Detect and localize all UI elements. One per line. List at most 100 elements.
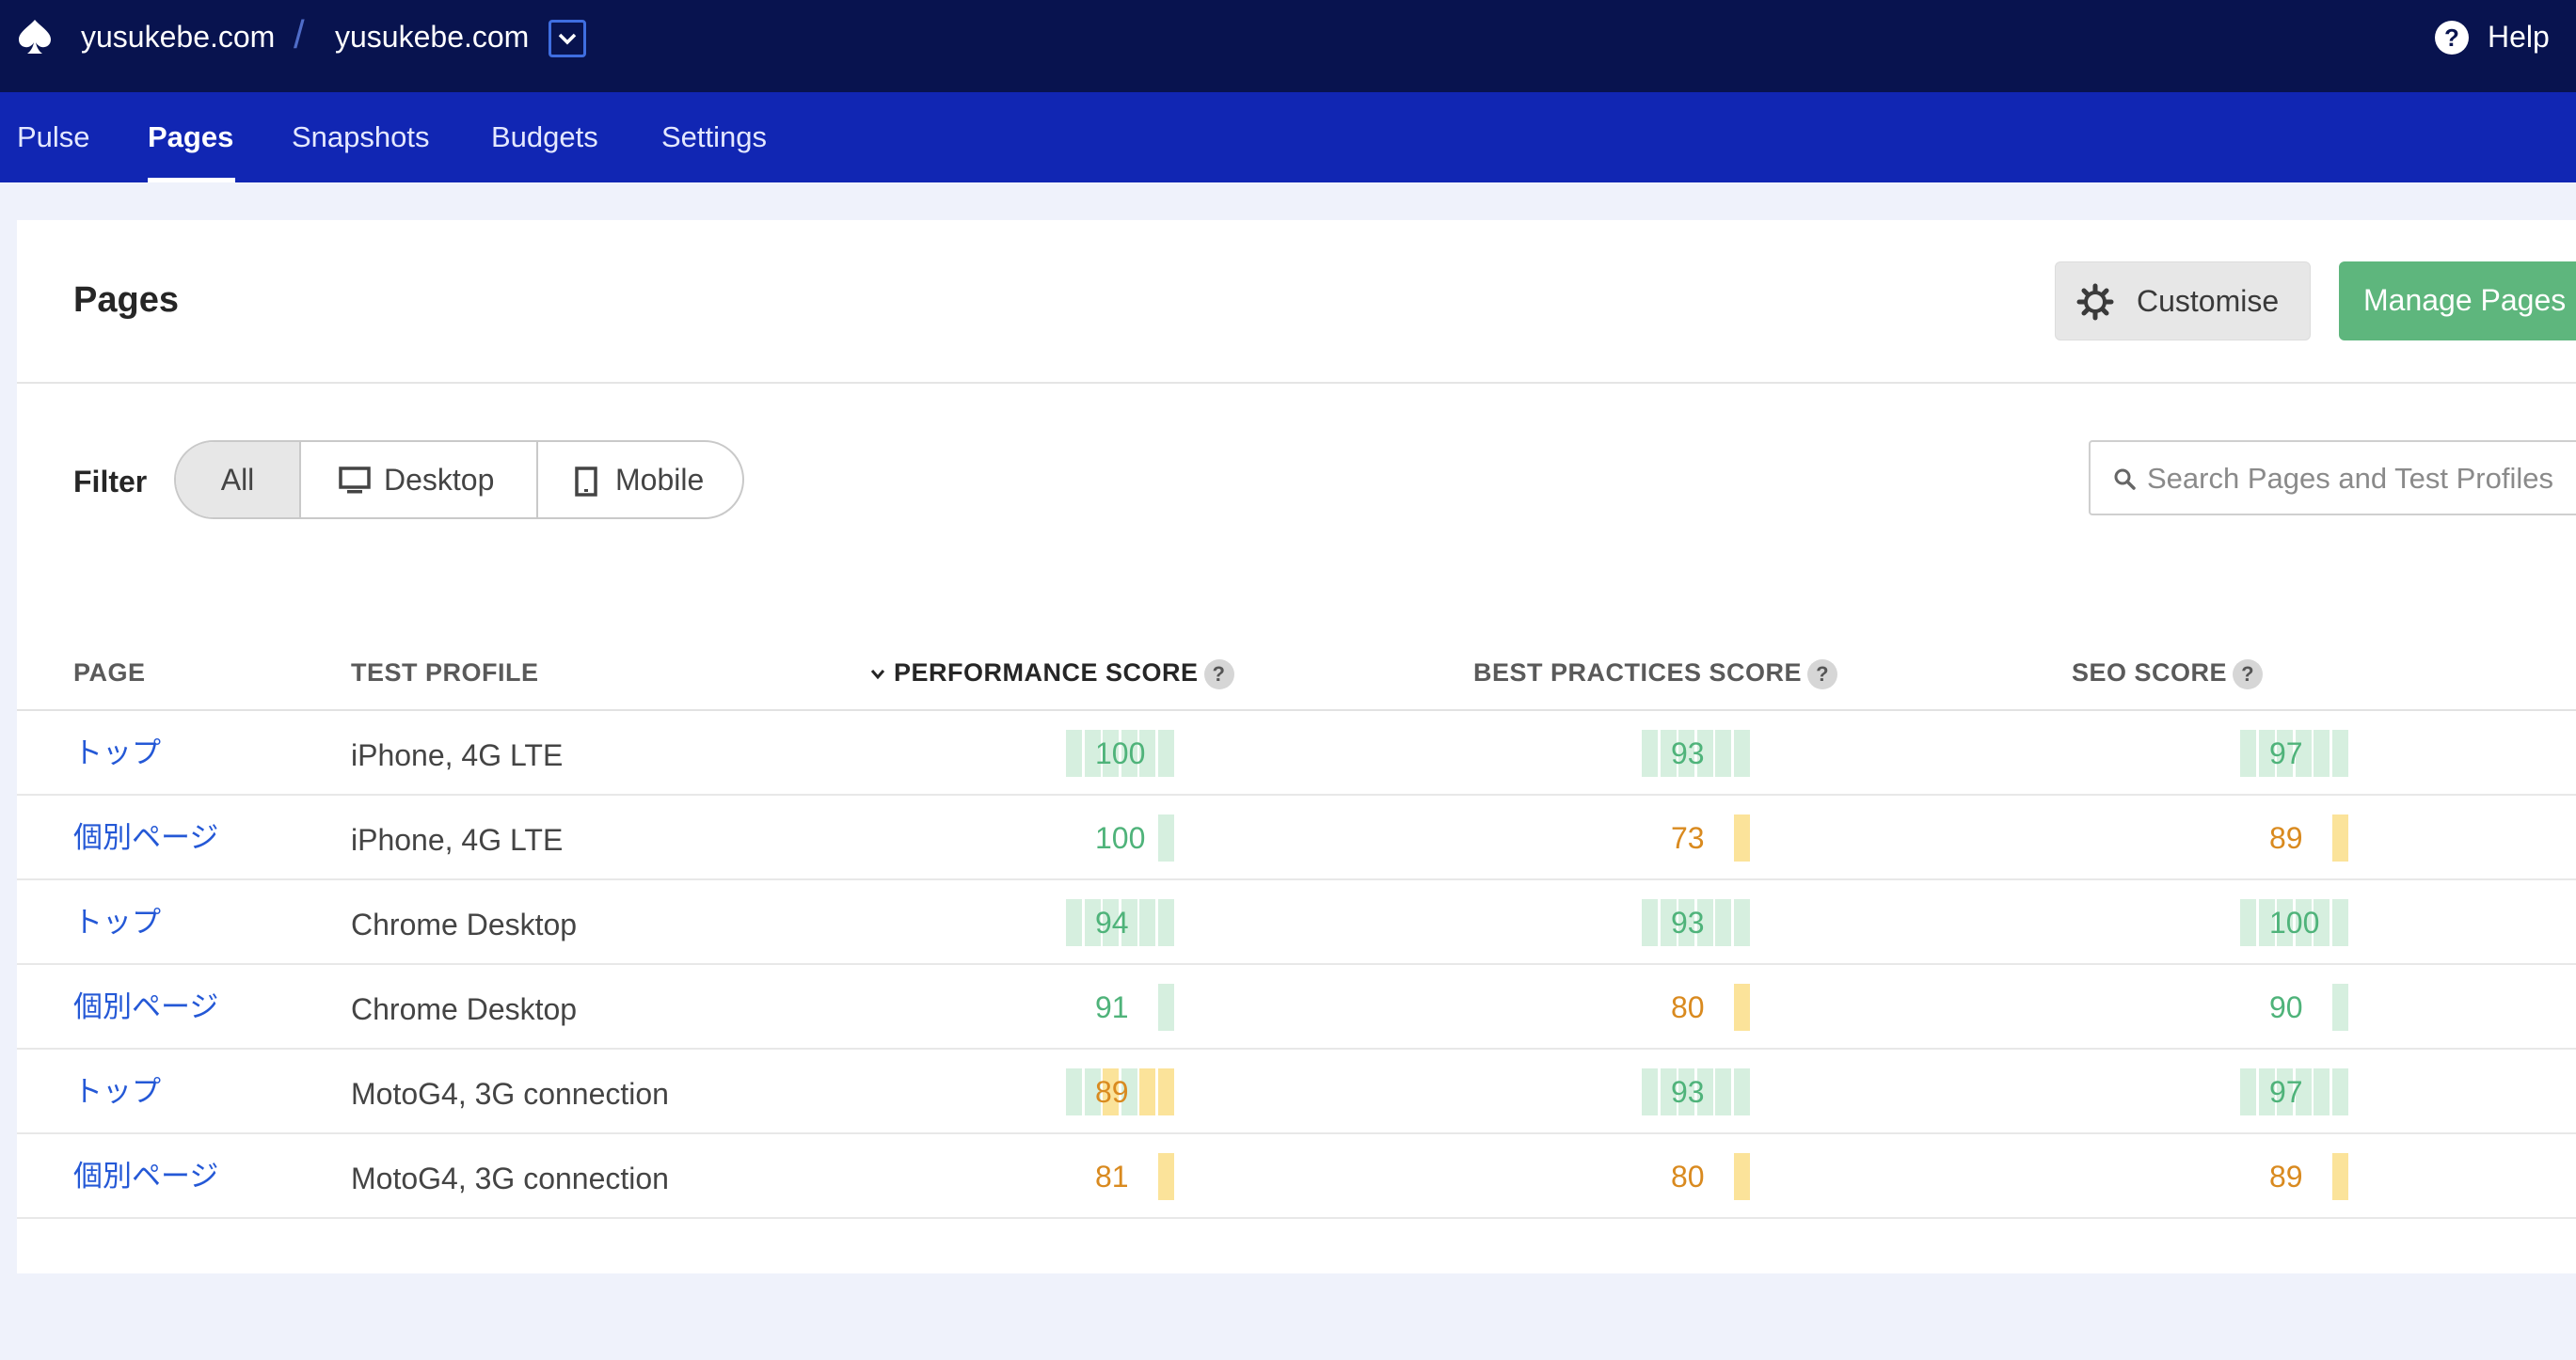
filter-label: Filter [73,465,148,498]
table-row[interactable]: 個別ページ iPhone, 4G LTE 100 73 89 [17,796,2576,880]
page-link[interactable]: 個別ページ [73,1160,219,1193]
score-history-bars [1642,899,1752,946]
score-history-bar [1660,730,1677,777]
filter-mobile[interactable]: Mobile [538,442,742,517]
score-history-bar [1066,1068,1082,1115]
score-history-bar [1103,1068,1119,1115]
score-history-bar [1121,730,1137,777]
best-practices-score-cell[interactable]: 93 [1545,899,1752,946]
col-header-best-practices[interactable]: BEST PRACTICES SCORE? [1473,656,1838,689]
spade-logo-icon[interactable] [15,17,55,56]
table-row[interactable]: 個別ページ MotoG4, 3G connection 81 80 89 [17,1134,2576,1219]
nav-pages[interactable]: Pages [148,120,234,153]
score-history-bars [1067,814,1176,862]
page-link[interactable]: トップ [73,906,161,939]
performance-score-cell[interactable]: 100 [969,814,1176,862]
seo-score-cell[interactable]: 90 [2143,984,2350,1031]
breadcrumb-site[interactable]: yusukebe.com [335,20,530,54]
score-value: 100 [1095,736,1146,770]
filter-all-label: All [220,463,255,497]
score-history-bar [2331,984,2348,1031]
score-history-bars [1067,1153,1176,1200]
site-dropdown-button[interactable] [549,20,586,57]
main-nav: Pulse Pages Snapshots Budgets Settings [0,92,2576,182]
page-link[interactable]: トップ [73,736,161,769]
table-row[interactable]: トップ Chrome Desktop 94 93 100 [17,880,2576,965]
score-history-bar [1157,984,1174,1031]
customise-button[interactable]: Customise [2055,261,2311,340]
performance-score-cell[interactable]: 100 [969,730,1176,777]
score-history-bar [2331,899,2348,946]
best-practices-score-cell[interactable]: 80 [1545,1153,1752,1200]
nav-settings[interactable]: Settings [661,120,768,153]
score-history-bar [1084,730,1101,777]
score-history-bar [1139,1068,1155,1115]
seo-score-cell[interactable]: 89 [2143,1153,2350,1200]
score-history-bar [2314,899,2330,946]
best-practices-score-cell[interactable]: 93 [1545,1068,1752,1115]
table-row[interactable]: トップ iPhone, 4G LTE 100 93 97 [17,711,2576,796]
col-header-page[interactable]: PAGE [73,658,146,687]
breadcrumb-organization[interactable]: yusukebe.com [81,20,276,54]
score-value: 97 [2269,736,2303,770]
seo-score-cell[interactable]: 89 [2143,814,2350,862]
score-history-bar [1678,1068,1694,1115]
score-history-bar [1642,1068,1658,1115]
seo-score-cell[interactable]: 97 [2143,1068,2350,1115]
performance-help-icon[interactable]: ? [1203,659,1234,689]
score-history-bar [1084,899,1101,946]
nav-budgets[interactable]: Budgets [491,120,598,153]
manage-pages-button[interactable]: Manage Pages [2339,261,2576,340]
col-header-performance[interactable]: PERFORMANCE SCORE? [869,656,1234,689]
seo-score-cell[interactable]: 97 [2143,730,2350,777]
score-history-bar [1121,1068,1137,1115]
score-value: 91 [1095,990,1129,1024]
best-practices-score-cell[interactable]: 73 [1545,814,1752,862]
filter-desktop[interactable]: Desktop [301,442,538,517]
col-header-seo[interactable]: SEO SCORE? [2072,656,2264,689]
score-history-bar [1733,984,1750,1031]
score-history-bar [1715,1068,1731,1115]
pages-card: Pages Customise Manage Pages Filter All … [17,220,2576,1273]
score-history-bar [1696,1068,1713,1115]
performance-score-cell[interactable]: 91 [969,984,1176,1031]
score-history-bar [1642,899,1658,946]
score-history-bar [1733,899,1750,946]
best-practices-score-cell[interactable]: 80 [1545,984,1752,1031]
seo-help-icon[interactable]: ? [2233,659,2264,689]
performance-score-cell[interactable]: 94 [969,899,1176,946]
mobile-icon [575,467,597,497]
chevron-down-icon [558,33,577,45]
page-link[interactable]: 個別ページ [73,990,219,1023]
performance-score-cell[interactable]: 81 [969,1153,1176,1200]
performance-score-cell[interactable]: 89 [969,1068,1176,1115]
nav-pulse[interactable]: Pulse [17,120,90,153]
score-history-bars [1643,814,1752,862]
best-practices-help-icon[interactable]: ? [1807,659,1838,689]
score-history-bars [1642,730,1752,777]
filter-desktop-label: Desktop [384,463,495,497]
score-history-bars [1067,984,1176,1031]
page-link[interactable]: トップ [73,1075,161,1108]
page-link[interactable]: 個別ページ [73,821,219,854]
search-input[interactable] [2147,455,2576,502]
table-row[interactable]: トップ MotoG4, 3G connection 89 93 97 [17,1050,2576,1134]
score-history-bar [2331,814,2348,862]
score-history-bar [2240,899,2256,946]
filter-all[interactable]: All [176,442,301,517]
col-header-performance-label: PERFORMANCE SCORE [894,658,1199,687]
sort-descending-icon [870,670,885,680]
nav-snapshots[interactable]: Snapshots [292,120,430,153]
score-history-bars [1066,730,1176,777]
score-history-bars [2240,730,2350,777]
table-row[interactable]: 個別ページ Chrome Desktop 91 80 90 [17,965,2576,1050]
search-icon [2114,468,2136,490]
help-link[interactable]: ? Help [2435,17,2576,56]
best-practices-score-cell[interactable]: 93 [1545,730,1752,777]
score-history-bar [1733,730,1750,777]
score-history-bars [2240,1068,2350,1115]
seo-score-cell[interactable]: 100 [2143,899,2350,946]
score-history-bar [2314,730,2330,777]
test-profile-cell: iPhone, 4G LTE [351,823,564,857]
col-header-test-profile[interactable]: TEST PROFILE [351,658,539,687]
